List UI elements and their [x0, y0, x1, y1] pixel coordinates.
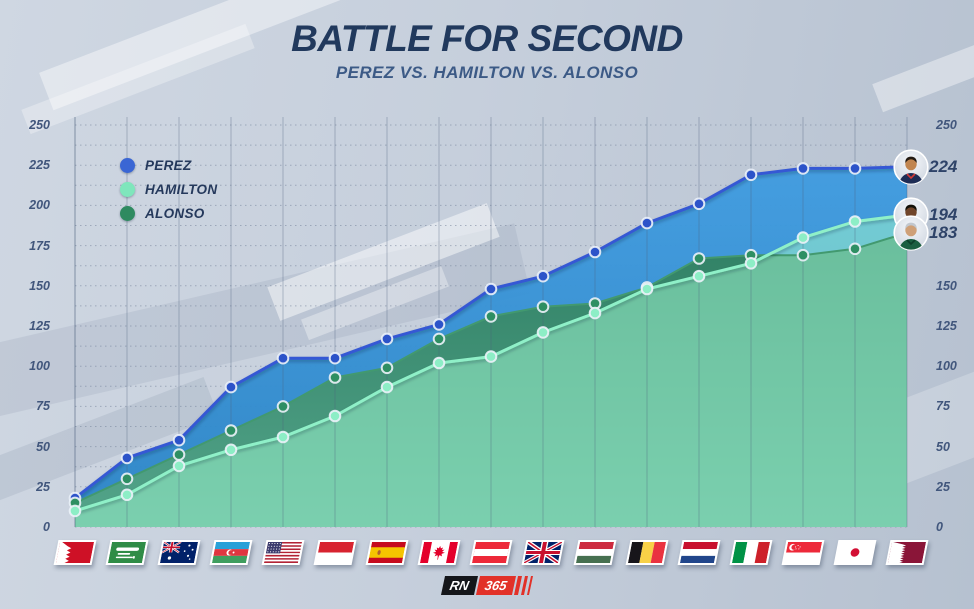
flag-australia: [157, 540, 201, 565]
logo-speed-stripe: [527, 576, 534, 595]
y-tick-left-150: 150: [29, 278, 50, 293]
flag-great-britain: [521, 540, 565, 565]
flag-belgium: [625, 540, 669, 565]
flag-bahrain: [53, 540, 97, 565]
final-points-alonso: 183: [929, 222, 958, 242]
y-tick-left-100: 100: [29, 359, 50, 374]
y-tick-right-75: 75: [936, 399, 950, 414]
legend-item-perez: PEREZ: [120, 153, 217, 177]
flag-italy: [729, 540, 773, 565]
flag-usa: [261, 540, 305, 565]
y-tick-left-175: 175: [29, 238, 50, 253]
y-tick-left-0: 0: [43, 520, 50, 534]
final-points-hamilton: 194: [929, 205, 958, 225]
flag-azerbaijan: [209, 540, 253, 565]
y-tick-right-25: 25: [936, 479, 950, 494]
y-tick-right-125: 125: [936, 319, 957, 333]
flag-monaco: [313, 540, 357, 565]
flag-austria: [469, 540, 513, 565]
legend-item-hamilton: HAMILTON: [120, 177, 217, 201]
rn365-logo: RN 365: [0, 576, 974, 595]
y-tick-left-25: 25: [36, 479, 50, 494]
hamilton-area: [75, 215, 907, 527]
header: BATTLE FOR SECOND PEREZ VS. HAMILTON VS.…: [0, 18, 974, 83]
flag-japan: [833, 540, 877, 565]
y-tick-left-200: 200: [29, 198, 50, 213]
flag-canada: [417, 540, 461, 565]
y-tick-left-125: 125: [29, 319, 50, 333]
legend-dot-perez: [120, 157, 135, 173]
legend-label-hamilton: HAMILTON: [145, 181, 218, 197]
y-tick-right-0: 0: [936, 520, 943, 534]
y-tick-left-50: 50: [36, 439, 50, 454]
y-tick-left-225: 225: [29, 158, 50, 173]
legend: PEREZ HAMILTON ALONSO: [120, 153, 217, 225]
flag-hungary: [573, 540, 617, 565]
y-tick-right-150: 150: [936, 278, 957, 293]
legend-item-alonso: ALONSO: [120, 201, 217, 225]
y-tick-left-250: 250: [29, 118, 50, 132]
legend-dot-hamilton: [120, 181, 135, 197]
page-title: BATTLE FOR SECOND: [291, 18, 683, 59]
legend-dot-alonso: [120, 205, 135, 221]
perez-dots: [68, 160, 914, 505]
flag-singapore: [781, 540, 825, 565]
avatar-perez: [893, 149, 929, 185]
logo-rn-box: RN: [440, 576, 478, 595]
logo-365-box: 365: [475, 576, 516, 595]
y-tick-left-75: 75: [36, 399, 50, 414]
y-tick-right-100: 100: [936, 359, 957, 374]
hamilton-dots: [68, 208, 914, 518]
y-tick-right-50: 50: [936, 439, 950, 454]
y-tick-right-250: 250: [936, 118, 957, 132]
avatar-alonso: [893, 215, 929, 251]
legend-label-perez: PEREZ: [145, 157, 192, 173]
flag-qatar: [885, 540, 929, 565]
flag-spain: [365, 540, 409, 565]
legend-label-alonso: ALONSO: [145, 205, 205, 221]
flag-saudi-arabia: [105, 540, 149, 565]
flag-netherlands: [677, 540, 721, 565]
final-points-perez: 224: [929, 156, 958, 176]
page-subtitle: PEREZ VS. HAMILTON VS. ALONSO: [335, 63, 639, 82]
